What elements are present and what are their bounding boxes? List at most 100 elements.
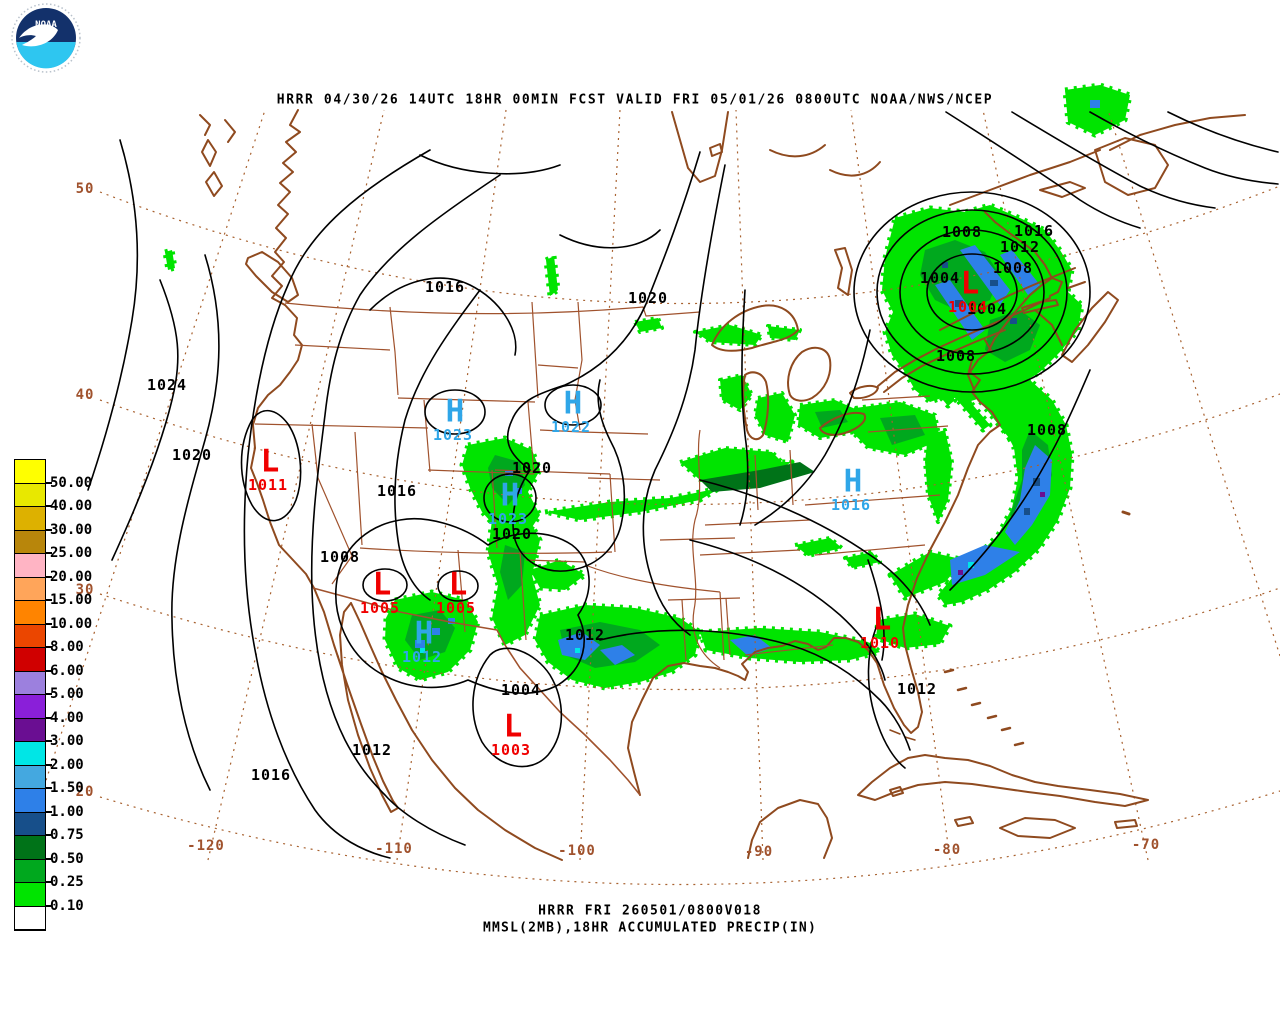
pressure-center-value: 1005 [435, 599, 477, 617]
isobar-label: 1008 [935, 347, 977, 365]
legend-color-swatch [15, 624, 45, 648]
isobar-label: 1016 [376, 482, 418, 500]
pressure-center-value: 1010 [859, 634, 901, 652]
legend-value-label: 6.00 [50, 662, 84, 679]
latitude-label: 30 [75, 582, 95, 598]
isobar-label: 1004 [919, 269, 961, 287]
legend-value-label: 40.00 [50, 498, 93, 514]
low-pressure-symbol: L [872, 601, 892, 638]
noaa-logo: NOAA [11, 3, 81, 73]
pressure-center-value: 1016 [830, 496, 872, 514]
isobar-label: 1016 [424, 278, 466, 296]
legend-tick [45, 763, 52, 766]
legend-color-swatch [15, 906, 45, 930]
pressure-center-value: 1012 [401, 648, 443, 666]
legend-color-swatch [15, 742, 45, 766]
latitude-label: 40 [75, 387, 95, 403]
legend-value-label: 0.50 [50, 850, 84, 867]
legend-color-swatch [15, 671, 45, 695]
pressure-center-value: 1022 [550, 418, 592, 436]
longitude-label: -110 [375, 841, 413, 857]
legend-color-swatch [15, 883, 45, 907]
legend-value-label: 50.00 [50, 474, 93, 491]
low-pressure-symbol: L [960, 265, 980, 302]
footer-product-line: MMSL(2MB),18HR ACCUMULATED PRECIP(IN) [483, 920, 817, 936]
legend-tick [45, 857, 52, 860]
isobar-label: 1012 [999, 238, 1041, 256]
pressure-center-value: 1023 [432, 426, 474, 444]
longitude-label: -70 [1131, 837, 1161, 853]
precip-legend-bar [14, 459, 46, 931]
pressure-center-value: 1004 [947, 298, 989, 316]
legend-value-label: 2.00 [50, 756, 84, 773]
legend-color-swatch [15, 460, 45, 484]
high-pressure-symbol: H [445, 393, 465, 430]
latitude-label: 50 [75, 181, 95, 197]
isobar-label: 1008 [941, 223, 983, 241]
legend-color-swatch [15, 601, 45, 625]
legend-tick [45, 810, 52, 813]
isobar-label: 1016 [250, 766, 292, 784]
legend-tick [45, 693, 52, 695]
high-pressure-symbol: H [500, 477, 520, 514]
legend-tick [45, 834, 52, 836]
high-pressure-symbol: H [414, 615, 434, 652]
legend-tick [45, 740, 52, 742]
longitude-label: -90 [744, 844, 774, 860]
legend-tick [45, 599, 52, 601]
legend-tick [45, 787, 52, 789]
legend-tick [45, 481, 52, 484]
legend-color-swatch [15, 507, 45, 531]
pressure-center-value: 1005 [359, 599, 401, 617]
legend-value-label: 15.00 [50, 592, 93, 608]
high-pressure-symbol: H [843, 463, 863, 500]
legend-tick [45, 646, 52, 648]
isobar-label: 1012 [564, 626, 606, 644]
noaa-logo-label: NOAA [35, 20, 57, 30]
isobar-label: 1012 [896, 680, 938, 698]
legend-value-label: 30.00 [50, 521, 93, 538]
low-pressure-symbol: L [372, 566, 392, 603]
legend-tick [45, 716, 52, 719]
high-pressure-symbol: H [563, 385, 583, 422]
longitude-label: -80 [932, 842, 962, 858]
isobar-label: 1020 [491, 525, 533, 543]
legend-tick [45, 552, 52, 554]
legend-color-swatch [15, 812, 45, 836]
isobar-label: 1004 [966, 300, 1008, 318]
legend-tick [45, 622, 52, 625]
low-pressure-symbol: L [448, 566, 468, 603]
legend-tick [45, 528, 52, 531]
legend-color-swatch [15, 695, 45, 719]
legend-value-label: 0.10 [50, 897, 84, 914]
legend-color-swatch [15, 859, 45, 883]
low-pressure-symbol: L [503, 708, 523, 745]
legend-value-label: 4.00 [50, 709, 84, 726]
legend-value-label: 20.00 [50, 568, 93, 585]
legend-color-swatch [15, 483, 45, 507]
isobar-label: 1020 [171, 446, 213, 464]
legend-value-label: 0.75 [50, 827, 84, 843]
noaa-logo-text-ring [11, 3, 81, 73]
isobar-label: 1012 [351, 741, 393, 759]
latitude-label: 20 [75, 784, 95, 800]
longitude-label: -120 [187, 838, 225, 854]
legend-color-swatch [15, 577, 45, 601]
legend-tick [45, 881, 52, 883]
legend-color-swatch [15, 765, 45, 789]
isobar-label: 1008 [1026, 421, 1068, 439]
legend-value-label: 8.00 [50, 639, 84, 655]
coastline-layer [199, 109, 1246, 861]
noaa-logo-gull [19, 24, 58, 47]
legend-value-label: 0.25 [50, 874, 84, 890]
low-pressure-symbol: L [260, 443, 280, 480]
pressure-center-value: 1011 [247, 476, 289, 494]
legend-value-label: 10.00 [50, 615, 93, 632]
legend-value-label: 1.00 [50, 803, 84, 820]
legend-color-swatch [15, 718, 45, 742]
legend-value-label: 5.00 [50, 686, 84, 702]
isobar-label: 1008 [319, 548, 361, 566]
